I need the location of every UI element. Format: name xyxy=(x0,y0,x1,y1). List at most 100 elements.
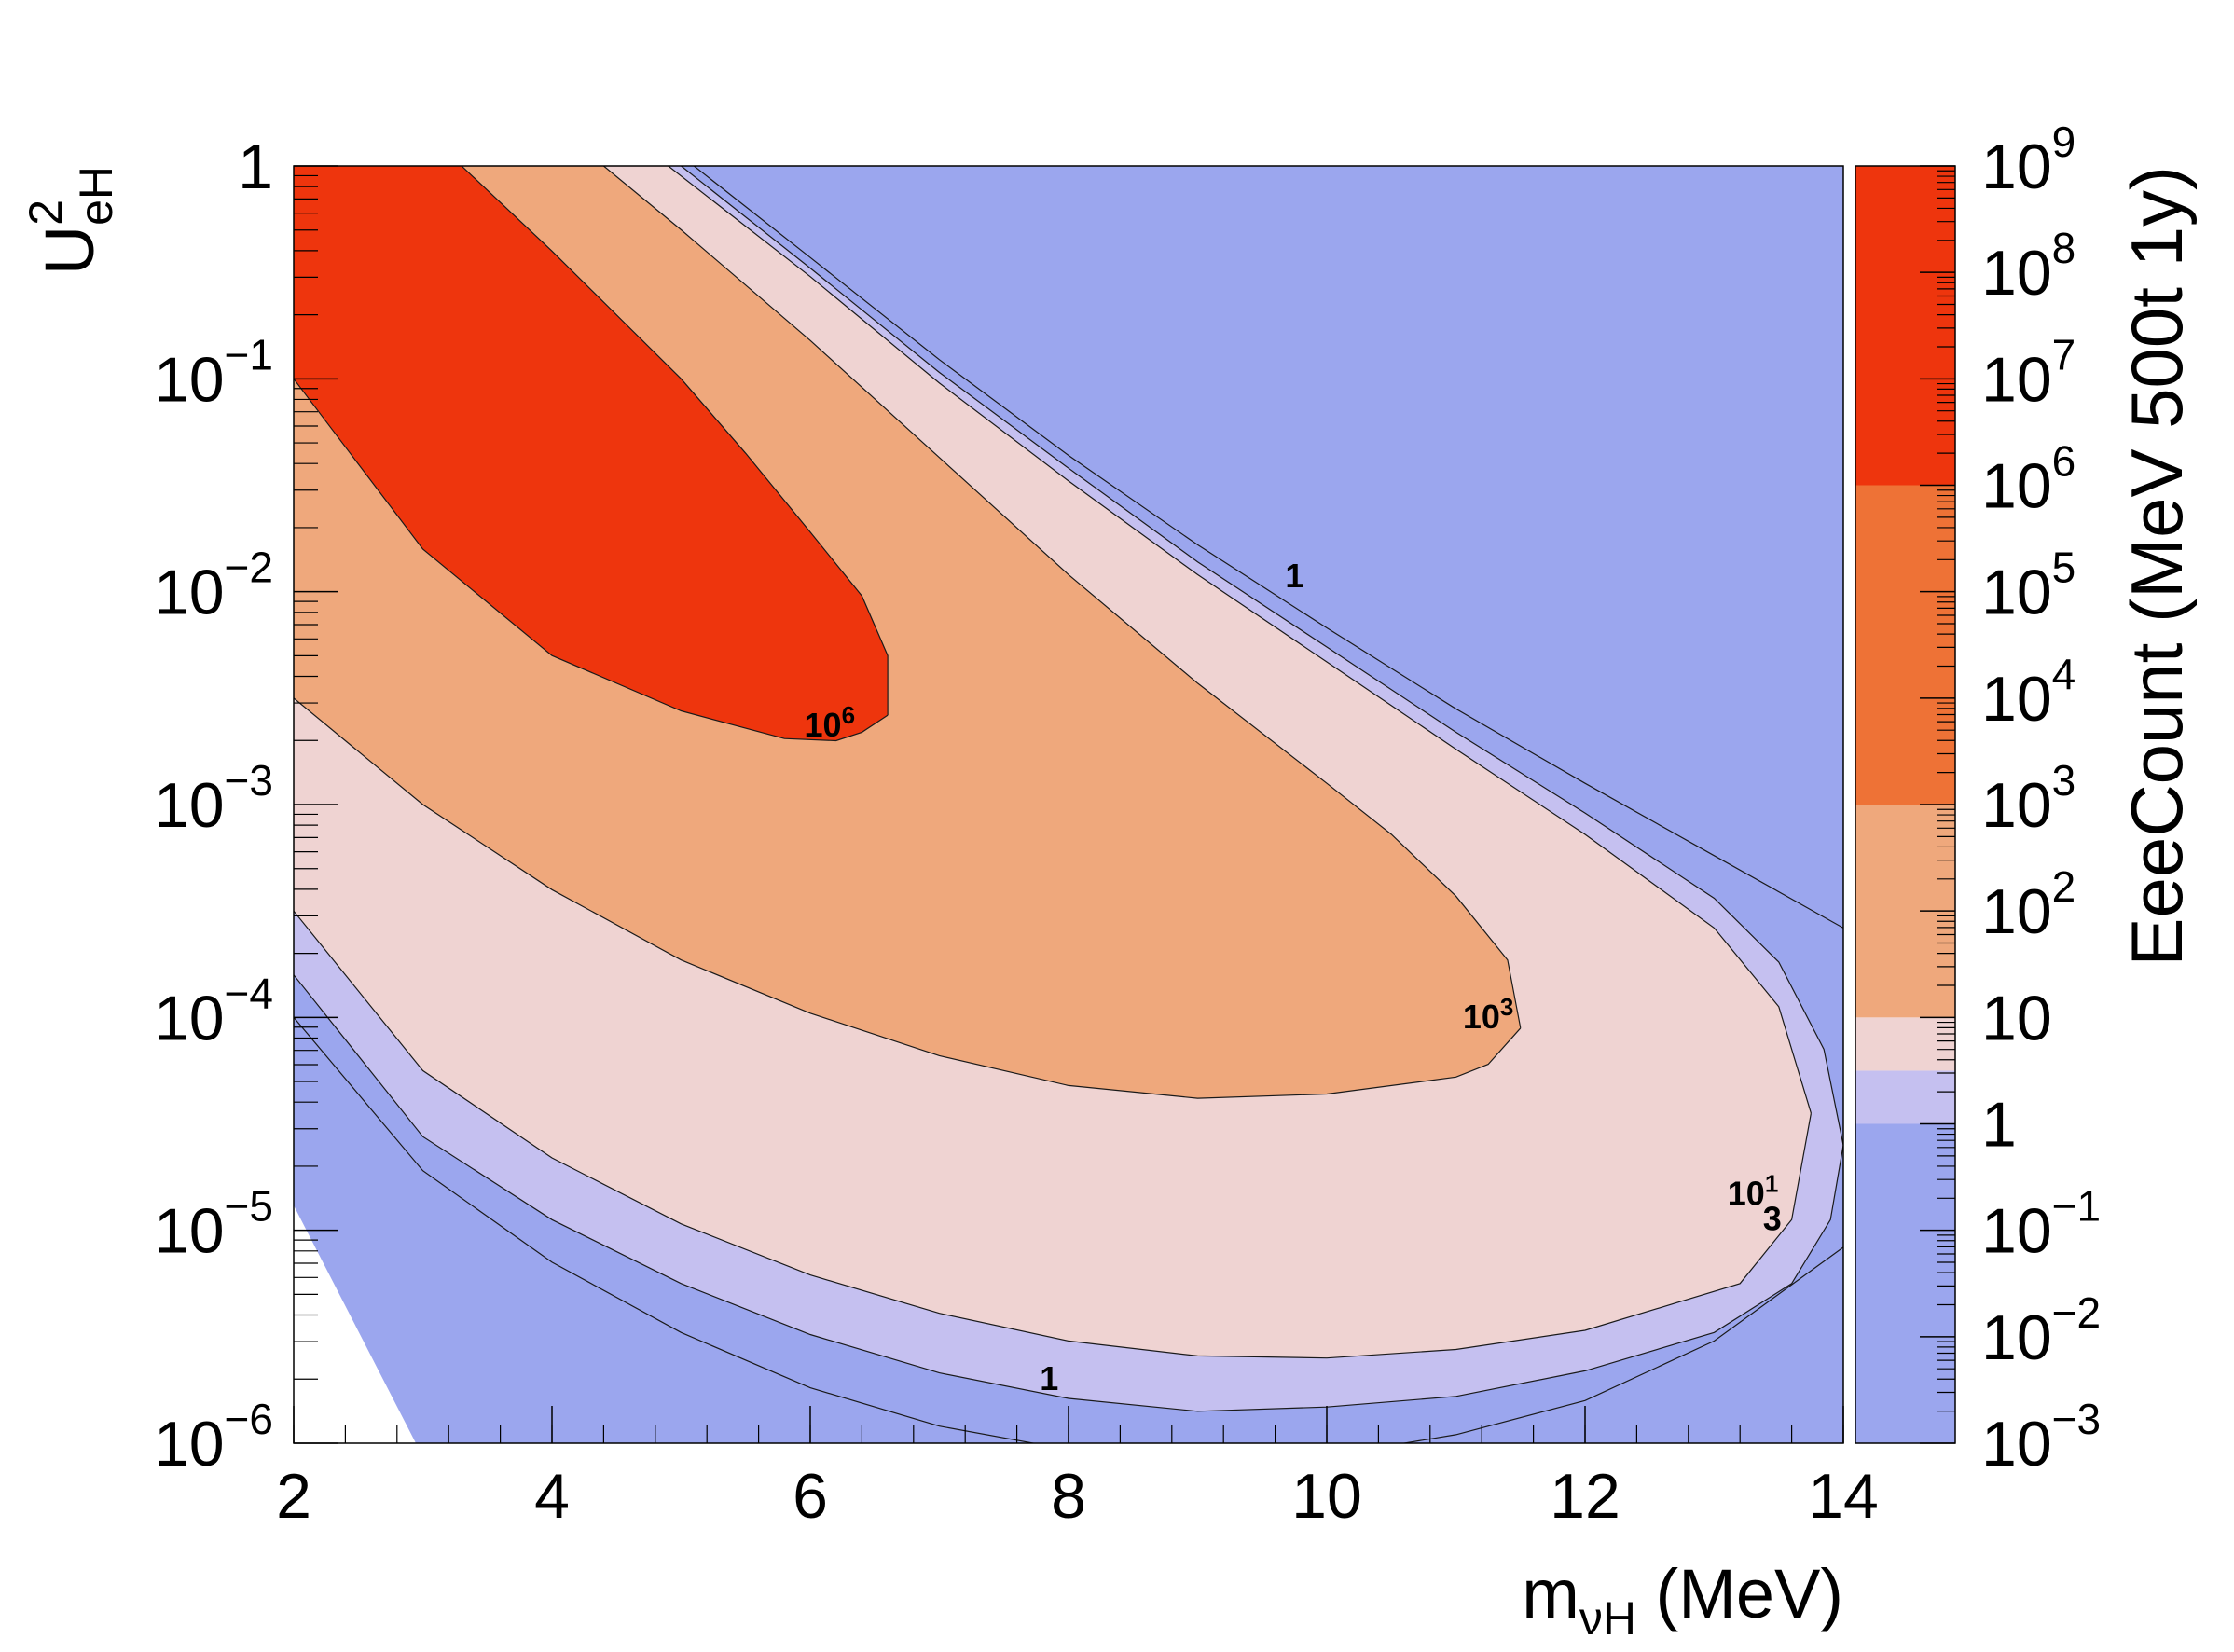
z-tick-label: 104 xyxy=(1981,650,2075,735)
z-tick-base: 10 xyxy=(1981,983,2052,1053)
z-tick-sup: 7 xyxy=(2052,330,2076,379)
y-title-sub: eH xyxy=(70,166,122,226)
y-tick-base: 1 xyxy=(238,131,273,202)
contour-label: 101 xyxy=(1728,1169,1779,1212)
z-tick-base: 1 xyxy=(1981,1090,2017,1161)
contour-line-upper-1 xyxy=(693,166,1843,929)
y-tick-sup: −3 xyxy=(225,756,273,805)
y-title-sup: 2 xyxy=(20,200,72,226)
x-tick-label: 8 xyxy=(1051,1461,1086,1532)
z-tick-sup: 6 xyxy=(2052,437,2076,486)
y-tick-base: 10 xyxy=(154,344,225,415)
z-tick-sup: 9 xyxy=(2052,117,2076,166)
color-scale-swatch xyxy=(1855,166,1955,486)
y-tick-sup: −2 xyxy=(225,544,273,592)
band-empty-corner xyxy=(294,1205,416,1443)
z-tick-base: 10 xyxy=(1981,770,2052,841)
z-tick-sup: −3 xyxy=(2052,1395,2101,1443)
contour-line-upper-10 xyxy=(668,166,1812,1114)
contour-label: 103 xyxy=(1463,993,1514,1036)
contour-label: 1 xyxy=(1040,1359,1058,1397)
z-tick-label: 10−3 xyxy=(1981,1395,2101,1480)
contour-label-sup: 1 xyxy=(1765,1169,1778,1197)
y-tick-label: 10−1 xyxy=(154,330,273,415)
x-axis-title: mνH (MeV) xyxy=(1522,1555,1843,1645)
z-tick-label: 109 xyxy=(1981,117,2075,202)
y-tick-sup: −4 xyxy=(225,969,273,1017)
x-tick-label: 10 xyxy=(1291,1461,1362,1532)
y-tick-label: 1 xyxy=(238,131,273,202)
y-tick-sup: −5 xyxy=(225,1182,273,1231)
y-tick-sup: −1 xyxy=(225,330,273,379)
z-tick-sup: 4 xyxy=(2052,650,2076,698)
z-tick-label: 106 xyxy=(1981,437,2075,522)
contour-label-sup: 3 xyxy=(1500,993,1513,1021)
z-tick-sup: 2 xyxy=(2052,862,2076,911)
plot-frame xyxy=(293,165,1844,1444)
z-tick-label: 105 xyxy=(1981,544,2075,628)
contour-line-upper-10⁶ xyxy=(461,166,889,716)
z-tick-base: 10 xyxy=(1981,1196,2052,1267)
y-axis: 110−110−210−310−410−510−6 xyxy=(154,131,338,1480)
z-tick-label: 107 xyxy=(1981,330,2075,415)
y-tick-label: 10−6 xyxy=(154,1395,273,1480)
z-tick-base: 10 xyxy=(1981,238,2052,309)
z-tick-label: 10−1 xyxy=(1981,1182,2101,1267)
y-tick-base: 10 xyxy=(154,1196,225,1267)
color-scale-swatch xyxy=(1855,1123,1955,1443)
x-tick-label: 4 xyxy=(534,1461,570,1532)
contour-label: 3 xyxy=(1763,1200,1782,1238)
y-tick-label: 10−2 xyxy=(154,544,273,628)
contour-line-lower-10⁶ xyxy=(294,378,889,742)
contour-line-lower-10 xyxy=(294,910,1812,1359)
y-tick-label: 10−4 xyxy=(154,969,273,1053)
contour-label-base: 10 xyxy=(1728,1174,1765,1212)
x-title-suffix: (MeV) xyxy=(1636,1555,1843,1632)
contour-line-upper-10³ xyxy=(603,166,1522,1028)
z-tick-base: 10 xyxy=(1981,558,2052,628)
y-tick-label: 10−3 xyxy=(154,756,273,841)
z-tick-base: 10 xyxy=(1981,1302,2052,1373)
contour-line-lower-1 xyxy=(294,1016,1843,1443)
contour-label-base: 10 xyxy=(805,706,842,744)
z-tick-sup: −1 xyxy=(2052,1182,2101,1231)
x-tick-label: 12 xyxy=(1550,1461,1620,1532)
x-axis: 2 4 6 8 10 12 14 xyxy=(276,1406,1879,1532)
z-tick-label: 10−2 xyxy=(1981,1288,2101,1373)
contour-line-upper-3 xyxy=(681,166,1843,1146)
z-tick-label: 108 xyxy=(1981,224,2075,309)
x-tick-label: 6 xyxy=(793,1461,828,1532)
z-tick-sup: 5 xyxy=(2052,544,2076,592)
contour-line-lower-10³ xyxy=(294,697,1522,1099)
color-scale-swatch xyxy=(1855,1070,1955,1124)
color-scale-swatch xyxy=(1855,485,1955,805)
contour-bands xyxy=(294,166,1843,1443)
contour-label-sup: 6 xyxy=(842,701,855,729)
contour-label-base: 1 xyxy=(1285,557,1303,595)
z-tick-sup: 8 xyxy=(2052,224,2076,272)
z-tick-label: 10 xyxy=(1981,983,2052,1053)
contour-label: 106 xyxy=(805,701,856,744)
z-tick-base: 10 xyxy=(1981,664,2052,735)
x-tick-label: 14 xyxy=(1808,1461,1879,1532)
contour-label-base: 3 xyxy=(1763,1200,1782,1238)
contour-label-base: 10 xyxy=(1463,998,1500,1036)
x-title-sub: νH xyxy=(1579,1592,1636,1645)
color-scale-swatch xyxy=(1855,1017,1955,1071)
contour-label: 1 xyxy=(1285,557,1303,595)
contour-band-10⁶ xyxy=(294,166,889,741)
z-tick-label: 1 xyxy=(1981,1090,2017,1161)
z-tick-base: 10 xyxy=(1981,1409,2052,1480)
y-tick-base: 10 xyxy=(154,1409,225,1480)
contour-line-lower-3 xyxy=(294,974,1843,1412)
y-title-base: U xyxy=(31,226,108,275)
z-tick-base: 10 xyxy=(1981,344,2052,415)
y-tick-sup: −6 xyxy=(225,1395,273,1443)
z-tick-sup: −2 xyxy=(2052,1288,2101,1337)
y-tick-base: 10 xyxy=(154,983,225,1053)
z-tick-base: 10 xyxy=(1981,131,2052,202)
contour-label-base: 1 xyxy=(1040,1359,1058,1397)
y-tick-base: 10 xyxy=(154,558,225,628)
